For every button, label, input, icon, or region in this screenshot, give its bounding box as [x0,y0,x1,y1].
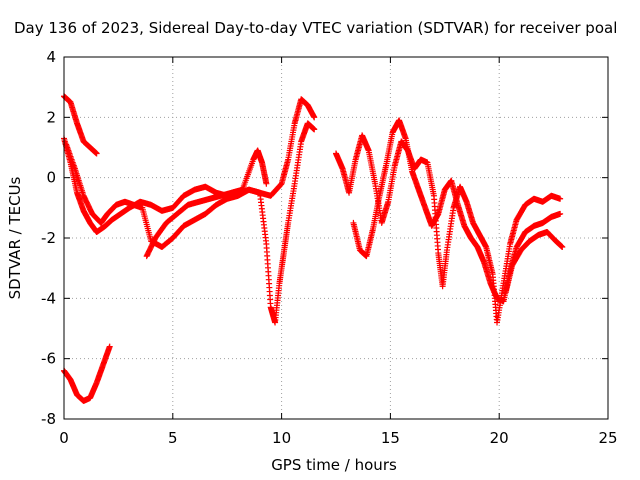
y-tick-label: 4 [46,48,56,66]
x-axis-label: GPS time / hours [271,456,397,474]
series-track-e [333,132,564,326]
x-axis-ticks: 0 5 10 15 20 25 [59,57,618,447]
grid [64,57,608,419]
y-axis-ticks: -8 -6 -4 -2 0 2 4 [41,48,608,428]
data-points [61,93,566,404]
series-track-c [63,120,318,326]
x-tick-label: 10 [272,429,291,447]
data-point [311,126,318,133]
y-axis-label: SDTVAR / TECUs [6,176,24,299]
series-track-h [61,343,113,404]
x-tick-label: 25 [598,429,617,447]
y-tick-label: -6 [41,350,56,368]
x-tick-label: 20 [490,429,509,447]
data-point [559,244,566,251]
y-tick-label: -2 [41,229,56,247]
data-point [106,343,113,350]
series-track-b [61,96,318,235]
data-point [557,195,564,202]
series-track-d [143,147,270,260]
y-tick-label: 2 [46,108,56,126]
series-track-g [502,228,566,296]
data-point [311,114,318,121]
y-tick-label: -4 [41,289,56,307]
data-point [557,210,564,217]
x-tick-label: 0 [59,429,69,447]
x-tick-label: 5 [168,429,178,447]
y-tick-label: -8 [41,410,56,428]
chart-title: Day 136 of 2023, Sidereal Day-to-day VTE… [14,19,617,37]
data-point [263,180,270,187]
data-point [93,150,100,157]
x-tick-label: 15 [381,429,400,447]
y-tick-label: 0 [46,169,56,187]
